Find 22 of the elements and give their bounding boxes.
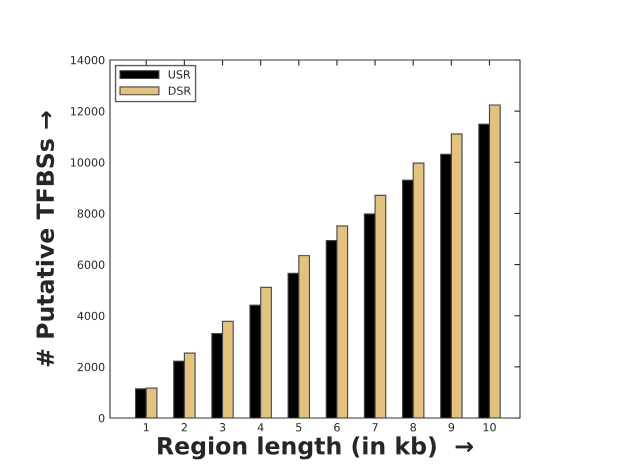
x-tick-label: 5 [296, 423, 302, 432]
x-tick-label: 8 [410, 423, 416, 432]
x-tick-label: 10 [484, 423, 496, 432]
legend-label: USR [168, 70, 190, 79]
y-tick-label: 0 [98, 414, 104, 422]
x-tick-label: 9 [448, 423, 454, 432]
x-tick-label: 7 [372, 423, 378, 432]
x-tick-label: 3 [220, 423, 226, 432]
x-axis-title: Region length (in kb) → [158, 436, 473, 460]
legend-label: DSR [168, 86, 191, 95]
y-tick-label: 10000 [71, 158, 104, 167]
x-tick-label: 4 [258, 423, 264, 432]
y-tick-label: 14000 [71, 56, 104, 64]
x-tick-label: 2 [182, 423, 187, 432]
x-tick-label: 6 [334, 423, 340, 432]
y-tick-label: 4000 [77, 312, 104, 320]
y-axis-title: # Putative TFBSs → [36, 111, 54, 366]
y-tick-label: 2000 [78, 362, 104, 372]
x-tick-label: 1 [144, 423, 149, 432]
y-tick-label: 8000 [78, 209, 104, 218]
y-tick-label: 6000 [78, 260, 104, 269]
y-tick-label: 12000 [71, 107, 104, 116]
